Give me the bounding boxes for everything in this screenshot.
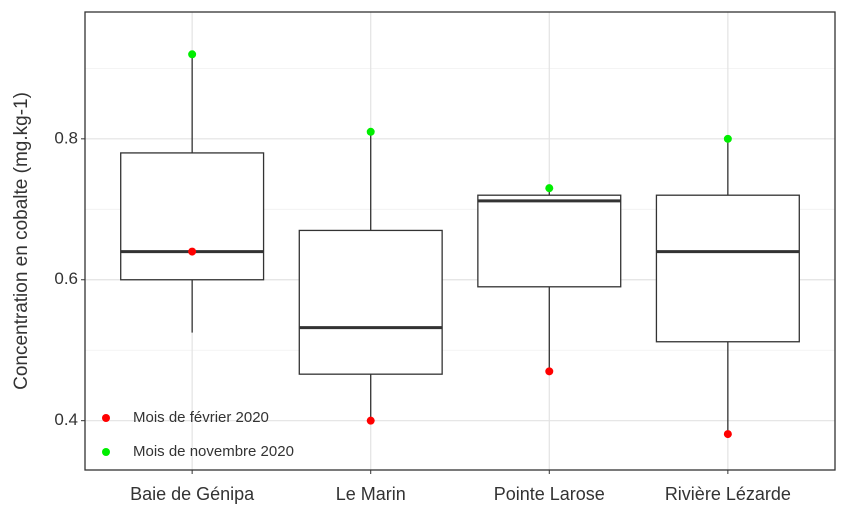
point — [545, 184, 554, 193]
box — [120, 152, 265, 281]
point — [366, 416, 375, 425]
box — [298, 229, 443, 375]
x-tick-label: Baie de Génipa — [130, 484, 255, 504]
y-tick-label: 0.8 — [54, 128, 78, 147]
box — [655, 194, 800, 343]
panel-border — [84, 11, 836, 471]
x-tick-label: Rivière Lézarde — [665, 484, 791, 504]
legend-marker — [102, 414, 110, 422]
point — [366, 127, 375, 136]
point — [188, 50, 197, 59]
legend-label: Mois de novembre 2020 — [133, 443, 294, 460]
legend-marker — [102, 448, 110, 456]
y-tick-label: 0.6 — [54, 269, 78, 288]
point — [545, 367, 554, 376]
legend-label: Mois de février 2020 — [133, 409, 269, 426]
point — [188, 247, 197, 256]
x-tick-label: Pointe Larose — [494, 484, 605, 504]
y-tick-label: 0.4 — [54, 410, 78, 429]
point — [723, 134, 732, 143]
y-axis-title: Concentration en cobalte (mg.kg-1) — [11, 92, 32, 390]
box — [477, 194, 622, 288]
point — [723, 430, 732, 439]
x-tick-label: Le Marin — [336, 484, 406, 504]
